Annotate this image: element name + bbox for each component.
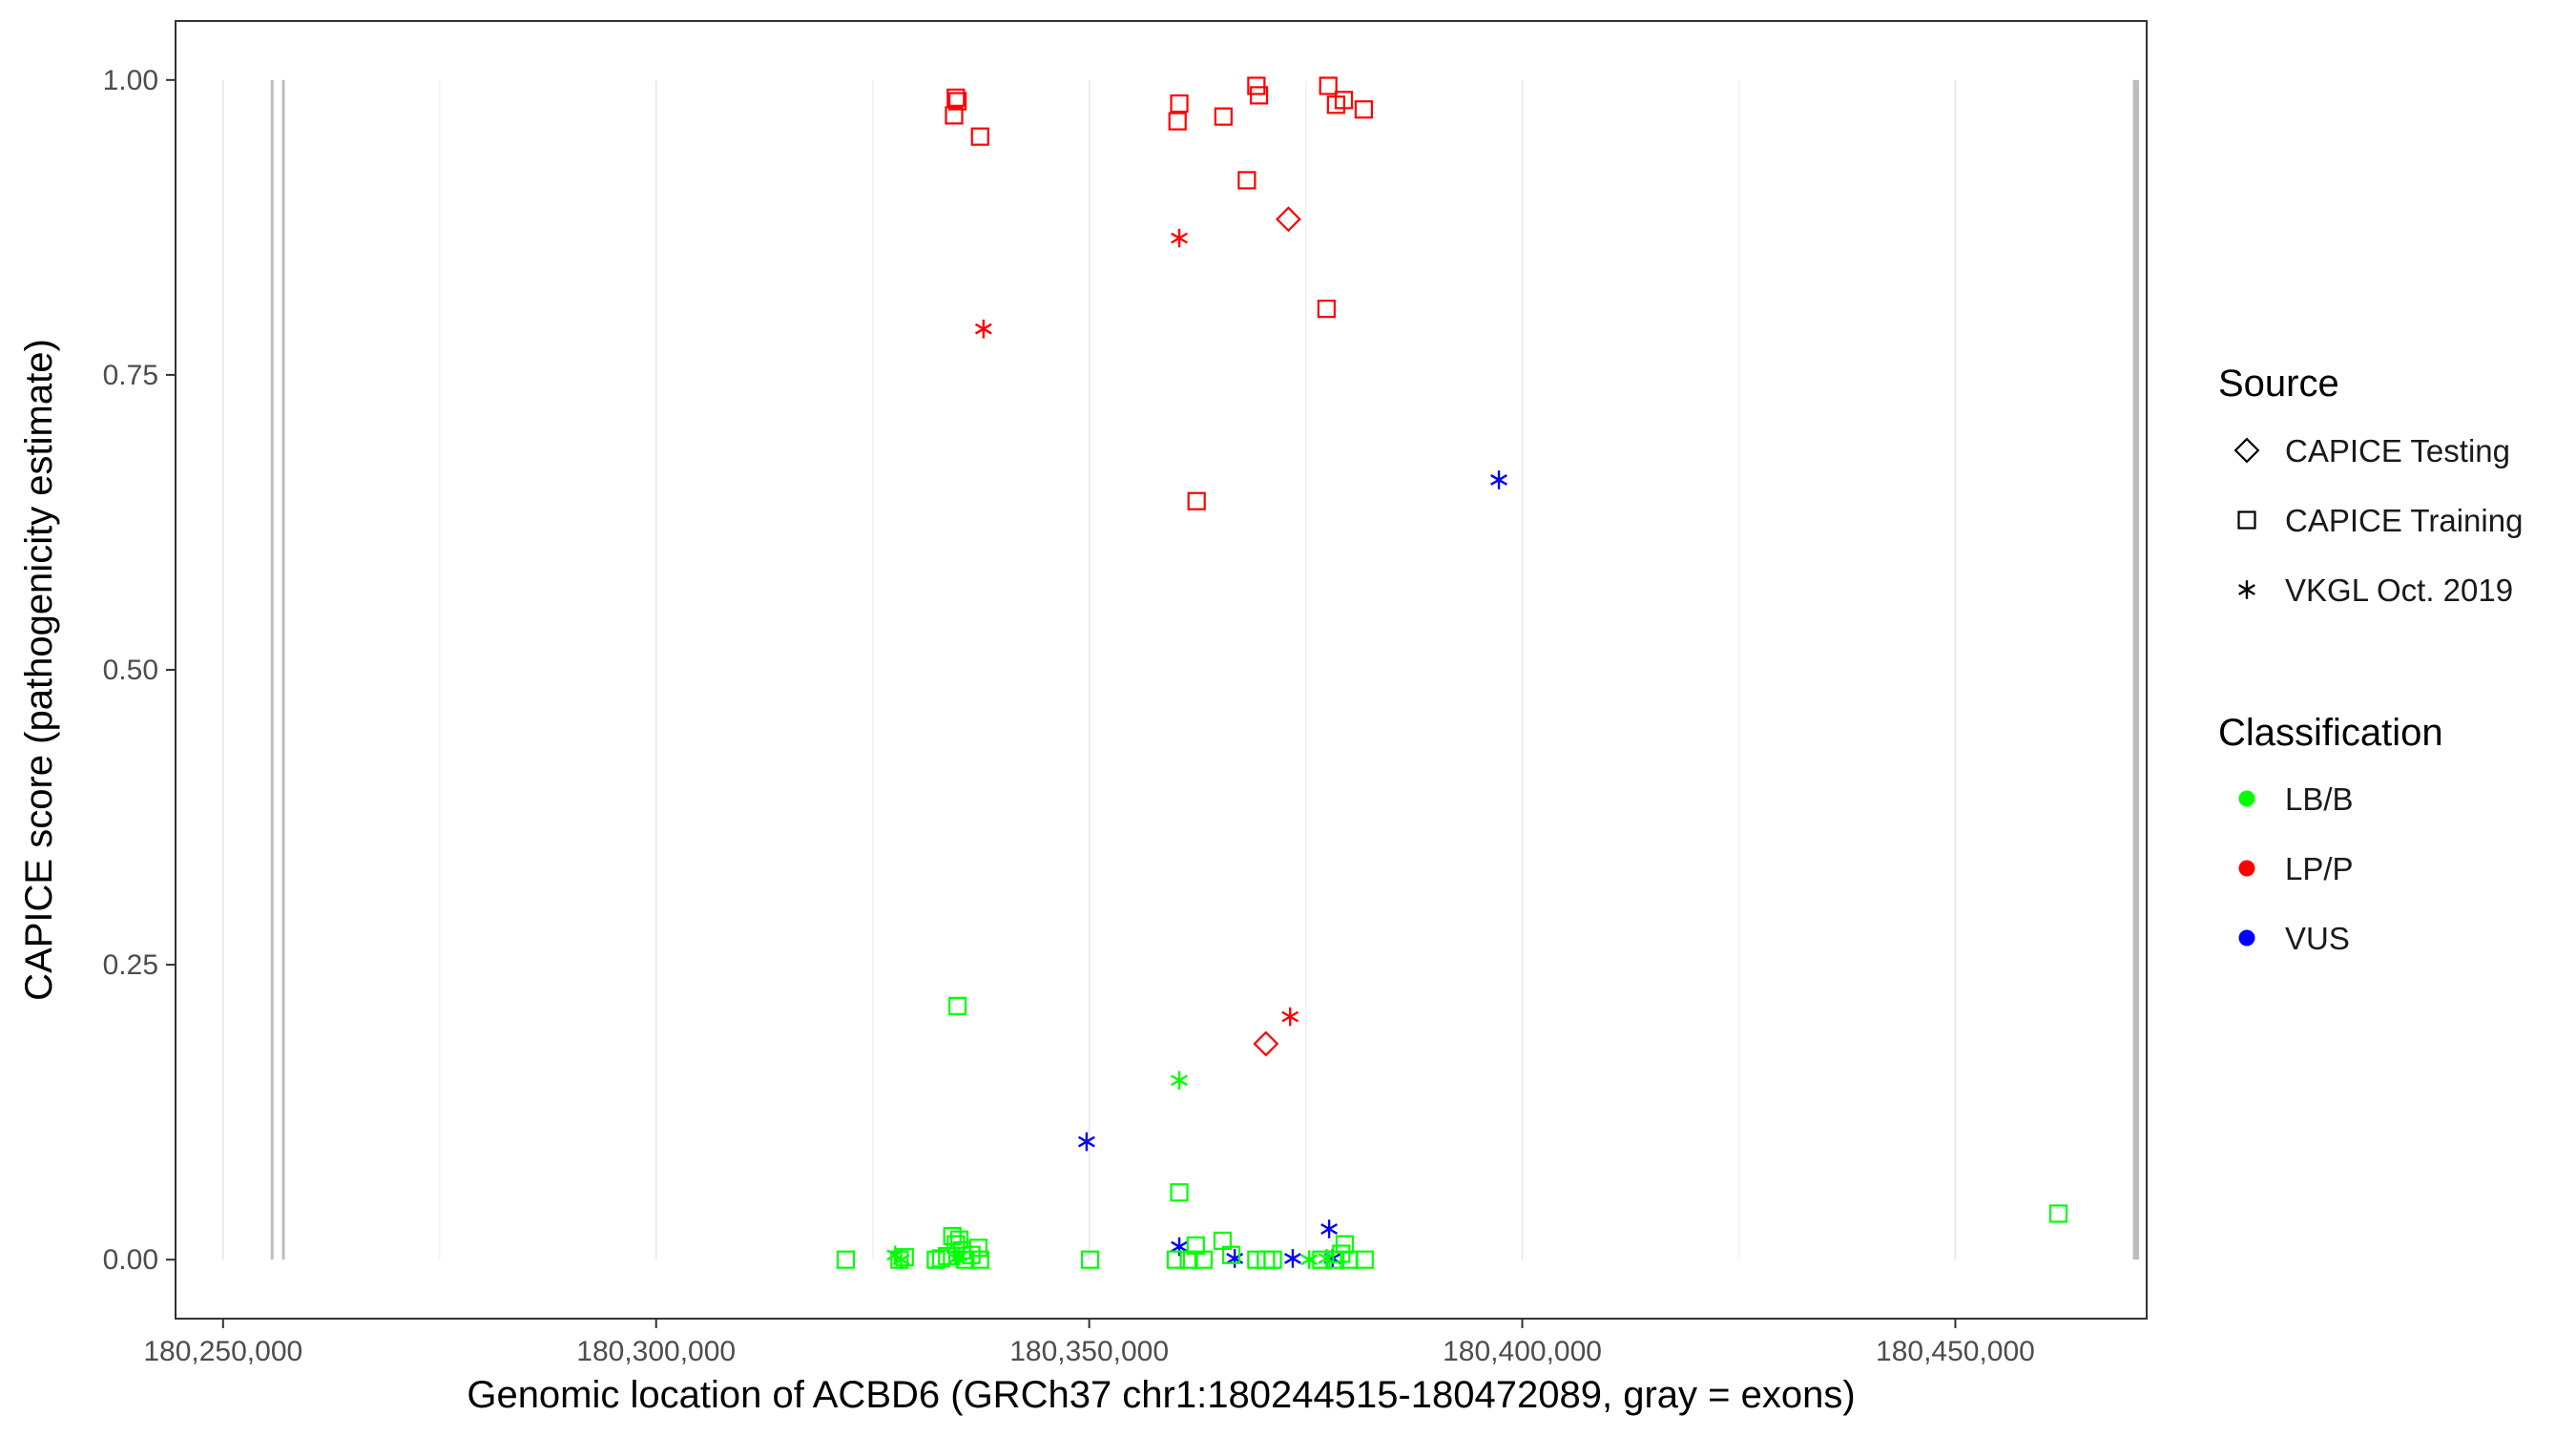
point-vkgl-oct-2019-lb-b <box>892 1250 910 1269</box>
legend-item-label: CAPICE Training <box>2285 503 2523 538</box>
point-capice-training-lp-p <box>1354 100 1374 119</box>
grid-lines <box>221 79 1957 1260</box>
point-vkgl-oct-2019-vus <box>1320 1219 1339 1238</box>
point-capice-training-lb-b <box>926 1250 945 1269</box>
legend-key-color <box>2238 860 2255 877</box>
y-tick-label: 0.75 <box>103 360 158 391</box>
x-tick-label: 180,250,000 <box>143 1336 302 1367</box>
y-tick-label: 0.50 <box>103 655 158 686</box>
exon-marker <box>2132 79 2139 1260</box>
point-capice-training-lb-b <box>1179 1250 1198 1269</box>
point-vkgl-oct-2019-vus <box>1284 1249 1301 1268</box>
y-axis-title: CAPICE score (pathogenicity estimate) <box>18 339 60 1001</box>
point-vkgl-oct-2019-lb-b <box>1171 1071 1188 1091</box>
point-capice-training-lb-b <box>1170 1183 1189 1202</box>
x-tick-label: 180,300,000 <box>576 1336 736 1367</box>
point-vkgl-oct-2019-lp-p <box>1281 1007 1299 1027</box>
exon-marker <box>281 79 285 1260</box>
point-capice-testing-lp-p <box>1275 206 1301 233</box>
y-tick-label: 0.00 <box>103 1244 158 1276</box>
point-capice-training-lp-p <box>1168 112 1187 131</box>
legend-classification-title: Classification <box>2218 712 2443 754</box>
point-capice-training-lp-p <box>946 88 966 107</box>
point-capice-training-lp-p <box>1237 171 1257 190</box>
point-capice-training-lp-p <box>1317 300 1336 319</box>
point-capice-training-lb-b <box>968 1238 988 1258</box>
legend: Source Classification CAPICE Testing CAPI… <box>2218 363 2523 956</box>
point-capice-training-lb-b <box>970 1250 989 1269</box>
x-tick-label: 180,450,000 <box>1876 1336 2035 1367</box>
x-tick-label: 180,350,000 <box>1009 1336 1169 1367</box>
point-vkgl-oct-2019-lb-b <box>950 1246 968 1266</box>
legend-key-square <box>2237 510 2256 530</box>
legend-key-color <box>2238 790 2255 807</box>
legend-item-label: LP/P <box>2285 851 2354 886</box>
y-tick-label: 1.00 <box>103 65 158 96</box>
legend-key-asterisk <box>2238 580 2255 599</box>
point-capice-training-lb-b <box>836 1250 856 1269</box>
point-vkgl-oct-2019-lb-b <box>1318 1249 1336 1268</box>
exon-markers <box>270 79 2139 1260</box>
point-capice-training-lb-b <box>1080 1250 1100 1269</box>
point-capice-training-lb-b <box>1166 1250 1186 1269</box>
point-capice-training-lp-p <box>1170 94 1189 114</box>
legend-key-color <box>2238 929 2255 947</box>
point-vkgl-oct-2019-lp-p <box>1171 228 1188 248</box>
x-tick-label: 180,400,000 <box>1443 1336 1602 1367</box>
exon-marker <box>270 79 274 1260</box>
point-vkgl-oct-2019-vus <box>1171 1237 1188 1257</box>
point-vkgl-oct-2019-lb-b <box>1300 1250 1319 1269</box>
point-capice-training-lp-p <box>1334 91 1354 110</box>
point-capice-training-lp-p <box>970 127 989 146</box>
axes: 0.00 0.25 0.50 0.75 1.00 180,250,000 180,300,0… <box>103 65 2035 1367</box>
legend-item-label: VKGL Oct. 2019 <box>2285 572 2513 608</box>
point-capice-training-lb-b <box>1355 1250 1374 1269</box>
point-capice-training-lb-b <box>1221 1245 1241 1264</box>
point-capice-training-lp-p <box>1249 86 1269 105</box>
point-capice-training-lb-b <box>2048 1204 2068 1223</box>
point-capice-training-lp-p <box>948 92 967 111</box>
point-vkgl-oct-2019-vus <box>1490 470 1507 489</box>
legend-key-diamond <box>2233 437 2260 464</box>
point-capice-training-lb-b <box>1263 1250 1282 1269</box>
point-capice-training-lb-b <box>948 996 967 1015</box>
point-capice-training-lb-b <box>1194 1250 1214 1269</box>
x-axis-title: Genomic location of ACBD6 (GRCh37 chr1:1… <box>467 1374 1855 1416</box>
point-capice-training-lp-p <box>1187 491 1206 510</box>
point-capice-training-lp-p <box>945 106 964 125</box>
y-tick-label: 0.25 <box>103 949 158 981</box>
point-vkgl-oct-2019-vus <box>1077 1132 1095 1152</box>
point-capice-training-lp-p <box>1319 76 1338 95</box>
point-capice-training-lp-p <box>1214 107 1233 126</box>
data-points <box>836 76 2068 1269</box>
legend-item-label: CAPICE Testing <box>2285 433 2510 468</box>
legend-item-label: LB/B <box>2285 781 2354 817</box>
point-capice-testing-lp-p <box>1253 1030 1279 1057</box>
point-capice-training-lb-b <box>931 1249 950 1268</box>
legend-item-label: VUS <box>2285 921 2350 956</box>
legend-source-title: Source <box>2218 363 2339 405</box>
point-vkgl-oct-2019-lp-p <box>974 319 992 339</box>
point-capice-training-lp-p <box>1247 76 1266 95</box>
